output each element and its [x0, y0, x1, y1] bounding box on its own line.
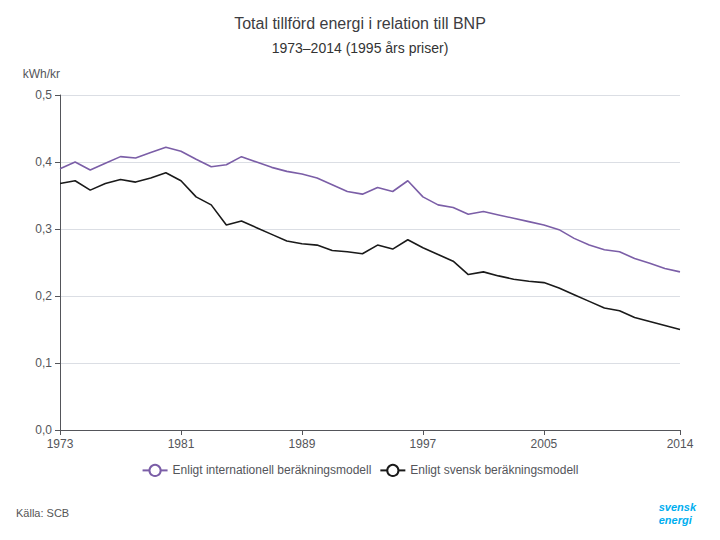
svg-text:0,1: 0,1 — [35, 356, 52, 370]
svg-text:Källa: SCB: Källa: SCB — [16, 507, 69, 519]
svg-text:Total tillförd energi i relati: Total tillförd energi i relation till BN… — [234, 15, 486, 32]
svg-text:0,5: 0,5 — [35, 88, 52, 102]
svg-text:0,2: 0,2 — [35, 289, 52, 303]
svg-text:Enligt svensk beräkningsmodell: Enligt svensk beräkningsmodell — [410, 463, 578, 477]
svg-text:svensk: svensk — [659, 501, 697, 513]
svg-text:0,0: 0,0 — [35, 423, 52, 437]
svg-text:1973–2014 (1995 års priser): 1973–2014 (1995 års priser) — [272, 40, 449, 56]
svg-text:1989: 1989 — [289, 437, 316, 451]
svg-text:energi: energi — [659, 514, 693, 526]
svg-text:2005: 2005 — [531, 437, 558, 451]
svg-text:kWh/kr: kWh/kr — [23, 67, 60, 81]
svg-text:Enligt internationell beräknin: Enligt internationell beräkningsmodell — [173, 463, 372, 477]
svg-text:1973: 1973 — [47, 437, 74, 451]
svg-text:1981: 1981 — [168, 437, 195, 451]
svg-text:0,4: 0,4 — [35, 155, 52, 169]
svg-text:0,3: 0,3 — [35, 222, 52, 236]
svg-text:1997: 1997 — [410, 437, 437, 451]
svg-text:2014: 2014 — [667, 437, 694, 451]
